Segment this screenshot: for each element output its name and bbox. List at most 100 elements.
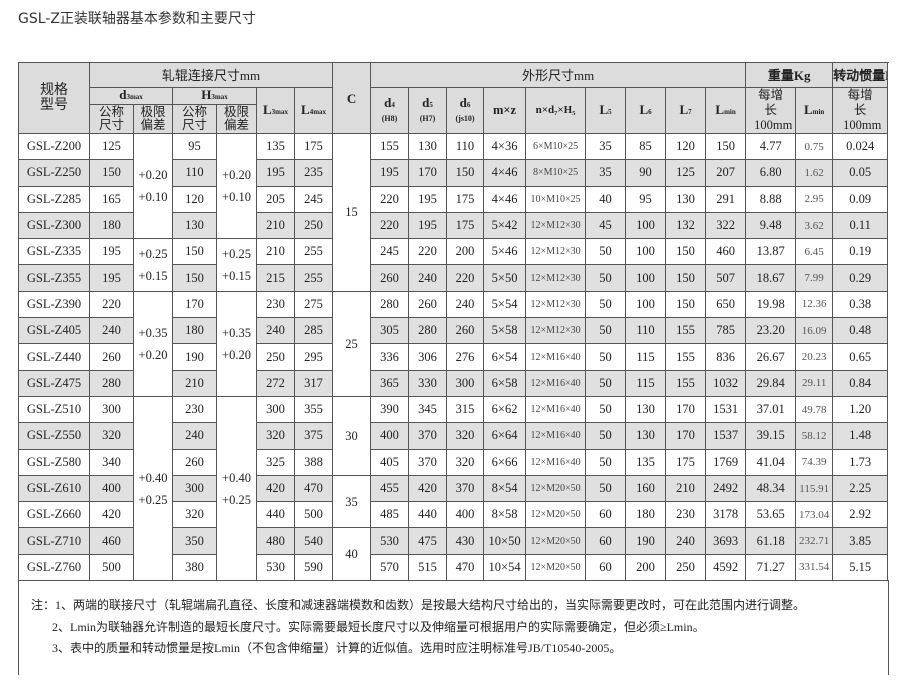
- cell-weight-per100: 41.04: [745, 448, 797, 476]
- cell-mz: 5×42: [483, 211, 527, 240]
- header-inertia: 转动惯量Kgm²: [832, 62, 889, 88]
- cell-d5: 370: [408, 448, 448, 476]
- cell-l3max: 440: [256, 501, 295, 529]
- cell-weight-lmin: 322: [705, 211, 747, 240]
- cell-mz: 4×46: [483, 185, 527, 213]
- tolerance-upper: +0.40: [222, 470, 251, 485]
- cell-weight-per100: 13.87: [745, 238, 797, 266]
- table-row: GSL-Z300 180 130 210 250 220 195 175 5×42 12×M12×…: [18, 211, 889, 240]
- cell-d5: 195: [408, 185, 448, 213]
- cell-l6: 100: [625, 264, 667, 292]
- cell-d6: 175: [446, 185, 485, 213]
- tolerance-lower: +0.25: [222, 492, 251, 507]
- cell-d4: 220: [370, 211, 410, 240]
- cell-d5: 420: [408, 474, 448, 503]
- h3-tolerance-cell: +0.25 +0.15: [216, 238, 257, 292]
- table-row: GSL-Z610 400 300 420 470 35 455 420 370 8×54 12×M2…: [18, 474, 889, 529]
- cell-d6: 320: [446, 448, 485, 476]
- cell-d3-nominal: 320: [89, 422, 134, 450]
- cell-d4: 485: [370, 501, 410, 529]
- cell-nd7h5: 12×M20×50: [525, 553, 587, 582]
- cell-d5: 195: [408, 211, 448, 240]
- cell-d6: 220: [446, 264, 485, 292]
- cell-nd7h5: 12×M16×40: [525, 422, 587, 450]
- h3-tolerance-cell: +0.40 +0.25: [216, 395, 257, 582]
- cell-l6: 135: [625, 448, 667, 476]
- cell-weight-per100: 23.20: [745, 317, 797, 345]
- cell-weight-per100: 26.67: [745, 343, 797, 371]
- cell-nd7h5: 12×M20×50: [525, 474, 587, 503]
- cell-l7: 150: [665, 290, 707, 319]
- cell-l6: 190: [625, 527, 667, 555]
- cell-model: GSL-Z710: [18, 527, 90, 555]
- header-d3max: d3max: [89, 86, 173, 106]
- coupling-parameters-table: 规格型号 轧辊连接尺寸mm C 外形尺寸mm 重量Kg 转动惯量Kgm² d3m…: [18, 62, 889, 582]
- cell-l5: 50: [585, 317, 627, 345]
- cell-d5: 306: [408, 343, 448, 371]
- cell-d4: 155: [370, 132, 410, 161]
- cell-l3max: 320: [256, 422, 295, 450]
- table-body: GSL-Z200 125 +0.20 +0.10 95 +0.20 +0.10 135 175 1…: [18, 132, 889, 582]
- table-row: GSL-Z760 500 380 530 590 570 515 470 10×54 12×M20…: [18, 553, 889, 582]
- cell-l6: 115: [625, 369, 667, 397]
- cell-d4: 195: [370, 159, 410, 187]
- tolerance-lower: +0.15: [222, 268, 251, 283]
- cell-l6: 200: [625, 553, 667, 582]
- cell-d5: 440: [408, 501, 448, 529]
- cell-inertia-lmin: 0.75: [795, 132, 834, 161]
- cell-d4: 570: [370, 553, 410, 582]
- page-title: GSL-Z正装联轴器基本参数和主要尺寸: [18, 11, 256, 27]
- cell-l6: 100: [625, 211, 667, 240]
- cell-weight-per100: 61.18: [745, 527, 797, 555]
- cell-l7: 125: [665, 159, 707, 187]
- cell-h3-nominal: 350: [172, 527, 217, 555]
- header-inertia-per100: 每增长100mm: [832, 87, 889, 134]
- cell-inertia-per100: 0.19: [832, 238, 889, 266]
- header-c: C: [332, 62, 372, 134]
- cell-l3max: 205: [256, 185, 295, 213]
- cell-d4: 390: [370, 395, 410, 424]
- cell-inertia-per100: 1.73: [832, 448, 889, 476]
- cell-nd7h5: 12×M16×40: [525, 448, 587, 476]
- cell-l5: 60: [585, 527, 627, 555]
- cell-l5: 35: [585, 159, 627, 187]
- cell-l4max: 275: [293, 290, 334, 319]
- cell-l4max: 285: [293, 317, 334, 345]
- cell-inertia-lmin: 232.71: [795, 527, 834, 555]
- cell-model: GSL-Z510: [18, 395, 90, 424]
- cell-model: GSL-Z580: [18, 448, 90, 476]
- cell-l3max: 420: [256, 474, 295, 503]
- table-row: GSL-Z710 460 350 480 540 40 530 475 430 10×50 12×M…: [18, 527, 889, 582]
- cell-nd7h5: 6×M10×25: [525, 132, 587, 161]
- cell-d3-nominal: 195: [89, 264, 134, 292]
- cell-d3-nominal: 260: [89, 343, 134, 371]
- cell-l4max: 245: [293, 185, 334, 213]
- cell-l7: 150: [665, 238, 707, 266]
- cell-inertia-per100: 0.29: [832, 264, 889, 292]
- cell-l5: 35: [585, 132, 627, 161]
- cell-l6: 115: [625, 343, 667, 371]
- cell-nd7h5: 12×M12×30: [525, 238, 587, 266]
- cell-l4max: 295: [293, 343, 334, 371]
- cell-weight-lmin: 650: [705, 290, 747, 319]
- cell-inertia-lmin: 6.45: [795, 238, 834, 266]
- cell-l5: 50: [585, 369, 627, 397]
- header-l4max: L4max: [293, 87, 334, 134]
- cell-l3max: 240: [256, 317, 295, 345]
- cell-model: GSL-Z660: [18, 501, 90, 529]
- cell-d6: 430: [446, 527, 485, 555]
- cell-h3-nominal: 190: [172, 343, 217, 371]
- cell-inertia-per100: 0.48: [832, 317, 889, 345]
- cell-d5: 475: [408, 527, 448, 555]
- header-l5: L5: [585, 87, 627, 134]
- table-row: GSL-Z510 300 +0.40 +0.25 230 +0.40 +0.25 300 355…: [18, 395, 889, 582]
- cell-c: 35: [332, 474, 372, 529]
- cell-h3-nominal: 180: [172, 317, 217, 345]
- cell-l7: 210: [665, 474, 707, 503]
- cell-d3-nominal: 125: [89, 132, 134, 161]
- table-row: GSL-Z335 195 +0.25 +0.15 150 +0.25 +0.15 210 255…: [18, 238, 889, 292]
- cell-nd7h5: 10×M10×25: [525, 185, 587, 213]
- cell-inertia-lmin: 74.39: [795, 448, 834, 476]
- cell-d6: 150: [446, 159, 485, 187]
- cell-d6: 260: [446, 317, 485, 345]
